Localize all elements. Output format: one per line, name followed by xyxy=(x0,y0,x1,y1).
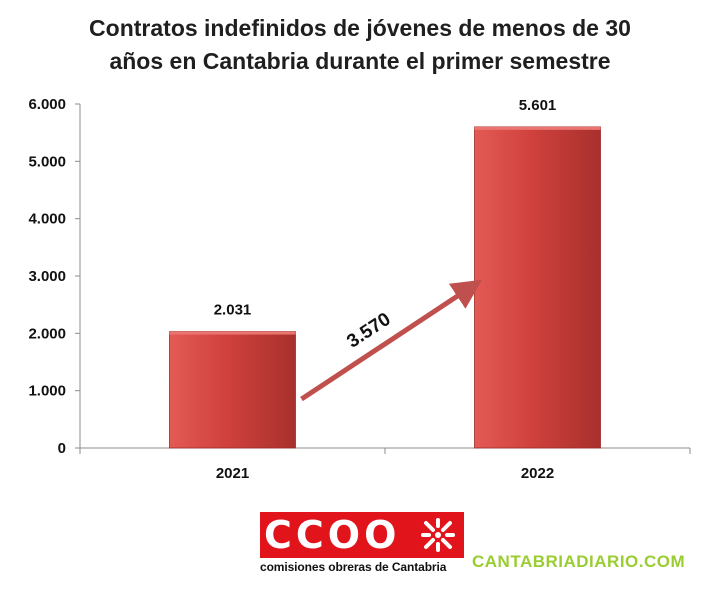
ccoo-logo: CCOO comisiones obreras de Cantabria xyxy=(260,512,464,574)
data-label-2022: 5.601 xyxy=(519,97,557,114)
annotation: 3.570 xyxy=(300,279,483,402)
x-tick-label-2021: 2021 xyxy=(216,465,249,482)
bar-2021 xyxy=(169,331,296,449)
logo-box: CCOO xyxy=(260,512,464,558)
labels: 2.031 2021 5.601 2022 xyxy=(214,97,557,482)
chart-title: Contratos indefinidos de jóvenes de meno… xyxy=(60,12,660,78)
logo-star-icon xyxy=(421,518,455,552)
y-tick-label: 5.000 xyxy=(28,153,66,170)
bar-chart: 0 1.000 2.000 3.000 4.000 5.000 6.000 2.031 202… xyxy=(28,96,691,482)
y-tick-label: 4.000 xyxy=(28,211,66,228)
chart-title-line-2: años en Cantabria durante el primer seme… xyxy=(109,48,611,74)
x-tick-label-2022: 2022 xyxy=(521,465,554,482)
bars xyxy=(169,126,601,449)
y-tick-label: 3.000 xyxy=(28,268,66,285)
y-tick-label: 1.000 xyxy=(28,383,66,400)
difference-label: 3.570 xyxy=(343,309,394,353)
data-label-2021: 2.031 xyxy=(214,302,252,319)
watermark: CANTABRIADIARIO.COM xyxy=(472,552,686,571)
chart-title-line-1: Contratos indefinidos de jóvenes de meno… xyxy=(89,15,631,41)
bar-2022 xyxy=(474,126,601,449)
y-tick-label: 6.000 xyxy=(28,96,66,113)
y-tick-label: 0 xyxy=(58,440,66,457)
bar-top-highlight xyxy=(474,126,601,130)
y-tick-label: 2.000 xyxy=(28,325,66,342)
axes: 0 1.000 2.000 3.000 4.000 5.000 6.000 xyxy=(28,96,691,457)
logo-caption: comisiones obreras de Cantabria xyxy=(260,560,447,574)
difference-arrow xyxy=(300,279,483,402)
logo-text: CCOO xyxy=(264,513,401,557)
bar-top-highlight xyxy=(169,331,296,335)
